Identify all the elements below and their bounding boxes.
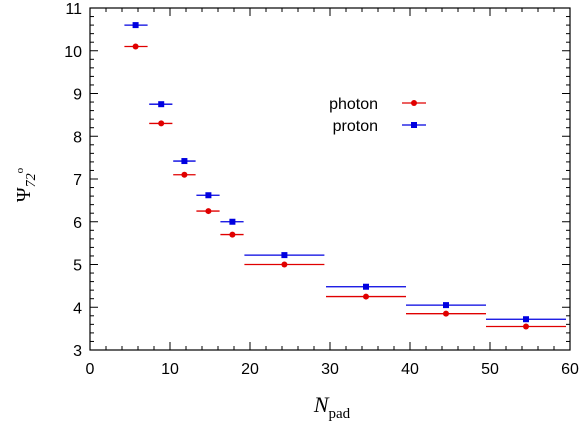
ticks-layer: 0 10 20 30 40 50 60 3 4 5 6 7 8 9 10 11 [64, 1, 579, 378]
plot-frame [89, 7, 571, 351]
x-axis-title-main: N [313, 392, 330, 417]
y-tick-label: 10 [64, 44, 82, 61]
x-tick-label: 0 [86, 361, 95, 378]
proton-point [181, 158, 188, 165]
proton-point [229, 218, 236, 225]
x-tick-label: 50 [481, 361, 499, 378]
legend-marker-photon [411, 100, 417, 106]
x-tick-label: 40 [401, 361, 419, 378]
legend: photon proton [329, 96, 426, 135]
legend-label-proton: proton [333, 118, 378, 135]
photon-point [229, 231, 236, 238]
proton-point [132, 22, 139, 29]
x-tick-label: 30 [321, 361, 339, 378]
y-tick-label: 4 [73, 300, 82, 317]
series-photon [124, 43, 566, 330]
y-axis-title-main: Ψ [13, 187, 35, 202]
y-tick-label: 11 [65, 1, 82, 18]
photon-point [523, 323, 529, 330]
plot-border [89, 7, 571, 351]
y-tick-label: 5 [73, 258, 82, 275]
x-axis-title: Npad [313, 392, 351, 422]
y-axis-title: Ψ72o [13, 167, 39, 202]
x-tick-label: 60 [561, 361, 579, 378]
series-layer [124, 22, 566, 330]
y-tick-label: 6 [73, 215, 82, 232]
legend-marker-proton [411, 122, 417, 128]
photon-point [181, 171, 188, 178]
proton-point [281, 252, 288, 259]
proton-point [205, 192, 212, 199]
proton-point [158, 101, 165, 108]
x-tick-label: 20 [241, 361, 259, 378]
series-proton [124, 22, 566, 323]
proton-point [523, 316, 529, 323]
photon-point [132, 43, 139, 50]
x-tick-label: 10 [161, 361, 179, 378]
legend-label-photon: photon [329, 96, 378, 113]
y-tick-label: 9 [73, 87, 82, 104]
y-tick-label: 7 [73, 172, 82, 189]
y-tick-label: 3 [73, 343, 82, 360]
photon-point [205, 208, 212, 215]
x-axis-title-sub: pad [329, 406, 351, 422]
photon-point [281, 261, 288, 268]
photon-point [443, 310, 449, 317]
proton-point [363, 283, 369, 290]
photon-point [363, 293, 369, 300]
y-axis-title-sup: o [14, 167, 26, 173]
y-tick-label: 8 [73, 129, 82, 146]
y-axis-title-sub: 72 [24, 173, 39, 187]
proton-point [443, 302, 449, 309]
photon-point [158, 120, 165, 127]
